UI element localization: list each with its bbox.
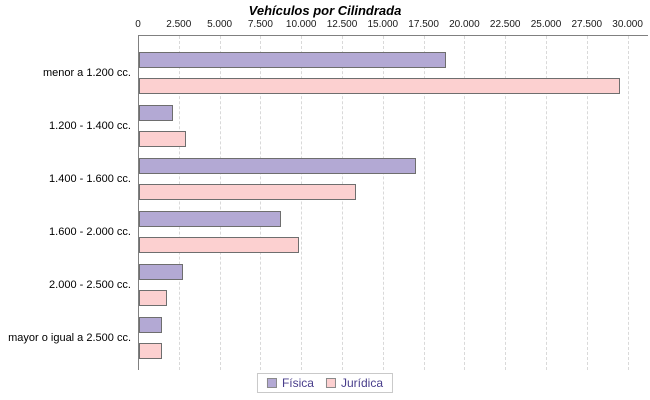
x-tick-label: 27.500 — [571, 19, 603, 30]
bar-juridica — [139, 290, 167, 306]
x-tick-label: 15.000 — [367, 19, 399, 30]
legend-item-juridica: Jurídica — [325, 376, 384, 390]
bar-fisica — [139, 52, 446, 68]
category-label: 2.000 - 2.500 cc. — [49, 279, 131, 291]
legend: Física Jurídica — [256, 373, 394, 393]
x-axis-line — [138, 35, 648, 36]
x-tick-label: 5.000 — [207, 19, 233, 30]
bar-juridica — [139, 78, 620, 94]
x-tick-label: 2.500 — [166, 19, 192, 30]
bar-fisica — [139, 264, 183, 280]
gridline — [178, 36, 180, 370]
legend-swatch-fisica — [266, 378, 277, 388]
gridline — [464, 36, 466, 370]
x-tick-label: 25.000 — [530, 19, 562, 30]
legend-item-fisica: Física — [266, 376, 314, 390]
legend-label-fisica: Física — [281, 376, 314, 390]
gridline — [260, 36, 262, 370]
x-tick-label: 20.000 — [449, 19, 480, 30]
legend-swatch-juridica — [325, 378, 336, 388]
gridline — [546, 36, 547, 370]
x-tick-label: 22.500 — [489, 19, 521, 30]
gridline — [382, 36, 384, 370]
x-tick-label: 17.500 — [408, 19, 439, 30]
gridline — [423, 36, 425, 370]
x-tick-label: 0 — [135, 19, 141, 30]
x-tick-label: 12.500 — [326, 19, 358, 30]
bar-juridica — [139, 237, 299, 253]
chart-title: Vehículos por Cilindrada — [248, 3, 402, 18]
bar-juridica — [139, 343, 162, 359]
x-tick-label: 10.000 — [285, 19, 317, 30]
gridline — [219, 36, 221, 370]
gridline — [586, 36, 588, 370]
category-label: mayor o igual a 2.500 cc. — [8, 332, 131, 344]
bar-juridica — [139, 131, 186, 147]
bar-fisica — [139, 317, 162, 333]
gridline — [627, 36, 629, 370]
y-axis-line — [138, 35, 139, 370]
category-label: 1.400 - 1.600 cc. — [49, 173, 131, 185]
x-tick-label: 7.500 — [247, 19, 273, 30]
gridline — [301, 36, 303, 370]
bar-juridica — [139, 184, 356, 200]
category-label: 1.600 - 2.000 cc. — [49, 226, 131, 238]
legend-label-juridica: Jurídica — [340, 376, 384, 390]
gridline — [342, 36, 343, 370]
gridline — [505, 36, 507, 370]
x-tick-label: 30.000 — [612, 19, 643, 30]
category-label: 1.200 - 1.400 cc. — [49, 120, 131, 132]
bar-fisica — [139, 158, 416, 174]
category-label: menor a 1.200 cc. — [42, 67, 131, 79]
bar-fisica — [139, 211, 281, 227]
bar-fisica — [139, 105, 173, 121]
x-tick-mark — [138, 35, 139, 39]
